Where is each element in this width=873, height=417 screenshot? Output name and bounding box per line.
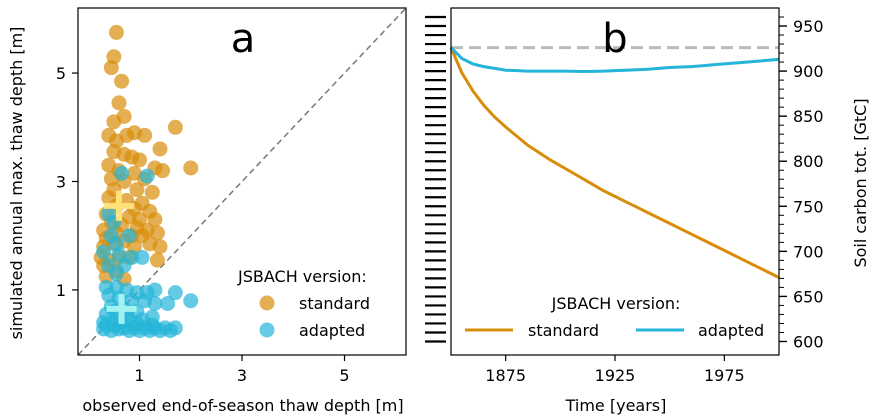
y-tick-label: 600 — [793, 332, 824, 351]
panel-a-y-axis-label: simulated annual max. thaw depth [m] — [7, 27, 26, 340]
panel-b-x-axis-label: Time [years] — [565, 396, 667, 415]
panel-a-x-ticks: 1 3 5 — [134, 355, 350, 385]
x-tick-label: 1925 — [595, 366, 636, 385]
panel-b-x-ticks: 1875 1925 1975 — [485, 355, 745, 385]
standard-point — [167, 119, 183, 135]
adapted-point — [162, 323, 178, 339]
adapted-point — [108, 266, 124, 282]
x-tick-label: 1875 — [485, 366, 526, 385]
adapted-point — [98, 317, 114, 333]
panel-label-a: a — [231, 16, 256, 62]
standard-point — [137, 127, 153, 143]
standard-point — [129, 182, 145, 198]
adapted-point — [114, 165, 130, 181]
y-tick-label: 700 — [793, 242, 824, 261]
legend-label-adapted-b: adapted — [698, 321, 764, 340]
panel-a-legend: JSBACH version: standard adapted — [237, 267, 370, 340]
legend-label-standard-b: standard — [528, 321, 599, 340]
adapted-point — [96, 244, 112, 260]
x-tick-label: 1 — [134, 366, 144, 385]
adapted-point — [147, 282, 163, 298]
legend-label-standard: standard — [299, 294, 370, 313]
panel-b-y-axis-label: Soil carbon tot. [GtC] — [851, 98, 870, 267]
y-tick-label: 900 — [793, 62, 824, 81]
adapted-point — [167, 285, 183, 301]
y-tick-label: 800 — [793, 152, 824, 171]
adapted-point — [129, 316, 145, 332]
adapted-points — [96, 165, 199, 339]
standard-mean-marker — [104, 190, 134, 221]
x-tick-label: 5 — [339, 366, 349, 385]
x-tick-label: 3 — [237, 366, 247, 385]
y-tick-label: 950 — [793, 17, 824, 36]
adapted-line — [449, 46, 780, 74]
adapted-point — [144, 317, 160, 333]
panel-a-y-ticks: 1 3 5 — [56, 64, 78, 300]
y-tick-label: 3 — [56, 173, 66, 192]
standard-point — [152, 239, 168, 255]
panel-label-b: b — [602, 16, 627, 62]
standard-point — [114, 73, 130, 89]
adapted-mean-marker — [106, 293, 137, 324]
standard-point — [149, 252, 165, 268]
adapted-point — [183, 293, 199, 309]
panel-a-x-axis-label: observed end-of-season thaw depth [m] — [82, 396, 403, 415]
legend-marker-adapted — [259, 322, 275, 338]
adapted-point — [134, 249, 150, 265]
y-tick-label: 1 — [56, 281, 66, 300]
standard-point — [147, 211, 163, 227]
mean-cross — [104, 190, 134, 221]
standard-point — [149, 225, 165, 241]
panel-a-legend-title: JSBACH version: — [237, 267, 367, 286]
legend-marker-standard — [259, 295, 275, 311]
panel-b-left-ticks — [425, 15, 446, 343]
panel-a: 1 3 5 1 3 5 a observed end-of-season thaw de… — [7, 7, 407, 415]
standard-point — [183, 160, 199, 176]
standard-point — [155, 163, 171, 179]
panel-b-legend-title: JSBACH version: — [551, 294, 681, 313]
mean-markers — [104, 190, 137, 324]
panel-b-y-ticks: 600 650 700 750 800 850 900 950 — [779, 16, 824, 351]
panel-b-legend: JSBACH version: standard adapted — [465, 294, 764, 340]
y-tick-label: 650 — [793, 287, 824, 306]
adapted-point — [160, 295, 176, 311]
standard-point — [132, 152, 147, 168]
y-tick-label: 750 — [793, 197, 824, 216]
adapted-point — [147, 295, 163, 311]
adapted-point — [139, 168, 155, 184]
standard-point — [144, 184, 160, 200]
standard-point — [103, 60, 119, 76]
y-tick-label: 5 — [56, 64, 66, 83]
y-tick-label: 850 — [793, 107, 824, 126]
standard-point — [108, 24, 124, 40]
legend-label-adapted: adapted — [299, 321, 365, 340]
standard-point — [116, 108, 132, 124]
standard-point — [111, 95, 127, 111]
standard-point — [152, 141, 168, 157]
x-tick-label: 1975 — [704, 366, 745, 385]
adapted-point — [121, 228, 137, 244]
mean-cross — [106, 293, 137, 324]
standard-line — [449, 47, 780, 279]
